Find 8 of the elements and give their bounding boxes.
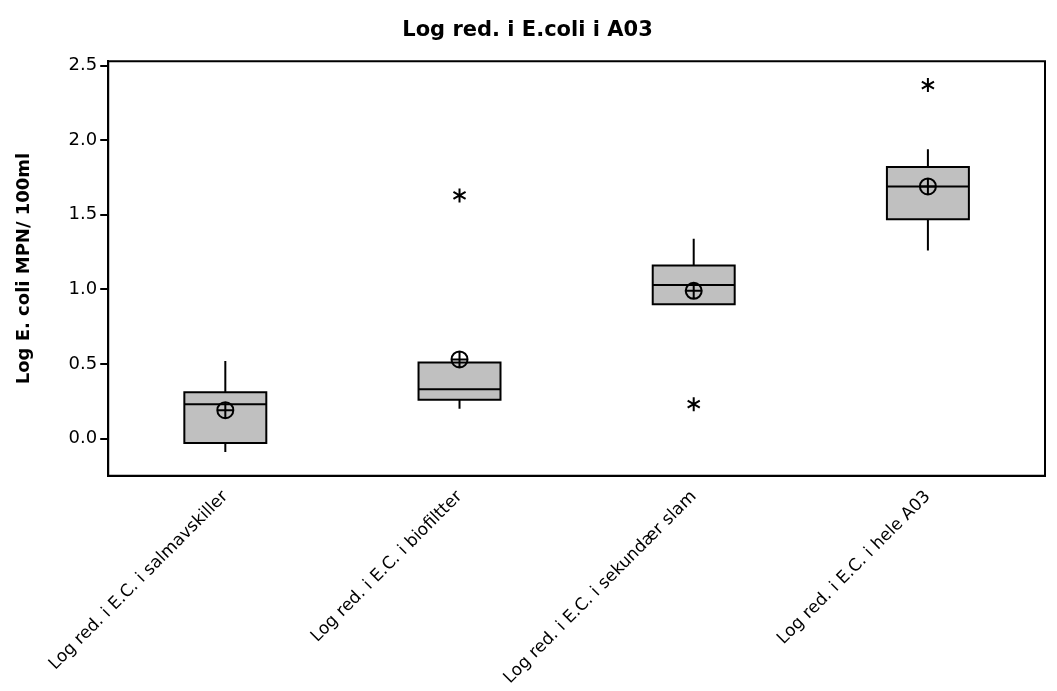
y-tick-label: 2.0: [68, 127, 98, 149]
chart-title: Log red. i E.coli i A03: [402, 17, 653, 42]
y-axis-title: Log E. coli MPN/ 100ml: [12, 152, 34, 385]
y-tick-label: 1.5: [68, 202, 98, 224]
y-tick-label: 0.5: [68, 351, 98, 373]
y-tick-label: 2.5: [68, 53, 98, 75]
y-tick-label: 1.0: [68, 277, 98, 299]
y-tick-label: 0.0: [68, 426, 98, 448]
